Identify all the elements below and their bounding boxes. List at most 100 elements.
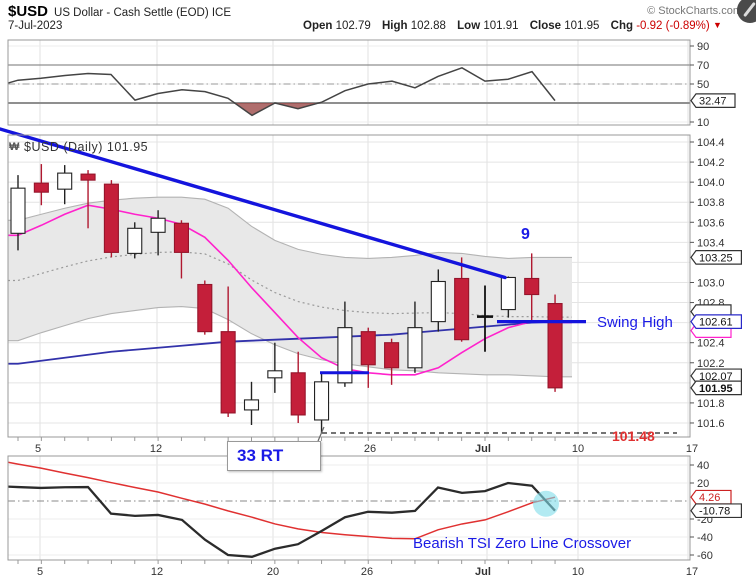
candle-down-body	[290, 372, 306, 416]
ytick-label: 20	[697, 478, 709, 490]
xtick-label: 10	[572, 566, 584, 578]
candle	[33, 164, 49, 206]
quote-row: 7-Jul-2023 Open 102.79 High 102.88 Low 1…	[8, 20, 748, 34]
candle-down-body	[33, 182, 49, 193]
xtick-label: 26	[361, 566, 373, 578]
chg-value: -0.92 (-0.89%)	[636, 20, 710, 32]
candle-down-body	[220, 331, 236, 414]
candle	[360, 327, 376, 388]
candle	[150, 210, 166, 256]
axis-value-tag-text: 101.95	[699, 383, 733, 395]
annotation-level-101-48: 101.48	[612, 428, 655, 444]
candle-down-body	[80, 173, 96, 181]
rsi-pane: 90 70 50 10 32.47	[7, 39, 736, 129]
candle	[80, 170, 96, 229]
tsi-signal-line	[7, 461, 556, 540]
xtick-label: Jul	[475, 566, 491, 578]
candle-up-body	[243, 399, 260, 411]
candle	[220, 286, 236, 417]
price-value-tag	[690, 314, 743, 329]
xtick-label: 17	[686, 443, 698, 455]
xtick-label: 12	[151, 566, 163, 578]
candle-up-body	[57, 172, 73, 190]
xtick-label: 12	[150, 443, 162, 455]
oscillator-value-tag	[690, 93, 736, 109]
candle-down-body	[454, 277, 470, 341]
axis-value-tag-text: -10.78	[699, 506, 730, 518]
axis-value-tag-text: 32.47	[699, 96, 727, 108]
candle-up-body	[10, 187, 26, 234]
candle	[524, 253, 540, 322]
bollinger-upper-line	[8, 196, 572, 259]
ytick-label: 103.8	[697, 197, 725, 209]
high-value: 102.88	[410, 20, 446, 32]
pane-border	[7, 455, 691, 561]
pane-border	[7, 134, 691, 438]
crossover-highlight-circle	[533, 490, 559, 517]
candle-up-body	[337, 327, 353, 384]
chart-style-icon: ₩	[9, 141, 20, 153]
xtick-label: 20	[267, 566, 279, 578]
bollinger-lower-line	[8, 306, 572, 378]
xtick-label: Jul	[475, 443, 491, 455]
annotation-tsi-crossover: Bearish TSI Zero Line Crossover	[413, 535, 632, 552]
bollinger-middle-dotted	[8, 251, 572, 318]
candle	[243, 381, 260, 425]
xtick-label: 26	[364, 443, 376, 455]
candle	[454, 257, 470, 342]
main-chart-label: $USD (Daily) 101.95	[24, 140, 149, 154]
axis-value-tag-text: 102.07	[699, 371, 733, 383]
candle-up-body	[500, 276, 516, 311]
ytick-label: 101.6	[697, 418, 725, 430]
candle	[477, 285, 493, 352]
copyright: © StockCharts.com	[647, 5, 742, 17]
ytick-label: -60	[697, 550, 713, 562]
xtick-label: 5	[37, 566, 43, 578]
downtrend-line	[0, 127, 507, 280]
ohlc-quote: Open 102.79 High 102.88 Low 101.91 Close…	[295, 20, 722, 32]
close-label: Close	[529, 20, 562, 32]
ytick-label: 104.2	[697, 157, 725, 169]
candle	[407, 301, 423, 373]
ytick-label: 10	[697, 117, 709, 129]
ytick-label: 50	[697, 79, 709, 91]
short-ema-line	[8, 204, 572, 376]
candle	[173, 220, 189, 279]
axis-value-tag-text: 103.25	[699, 252, 733, 264]
ytick-label: -40	[697, 532, 713, 544]
corner-badge-icon[interactable]	[737, 0, 756, 23]
candle	[290, 351, 306, 423]
oscillator-line	[7, 67, 556, 117]
candle	[10, 175, 26, 251]
symbol-description: US Dollar - Cash Settle (EOD) ICE	[54, 7, 232, 19]
candle-down-body	[197, 283, 213, 333]
candle-down-body	[547, 303, 563, 389]
ytick-label: 103.6	[697, 217, 725, 229]
price-value-tag	[690, 380, 743, 396]
low-value: 101.91	[483, 20, 519, 32]
candle-up-body	[127, 227, 143, 254]
candle	[384, 338, 400, 385]
ytick-label: 103.4	[697, 237, 725, 249]
candle	[313, 372, 330, 434]
high-label: High	[381, 20, 408, 32]
candle-down-body	[384, 342, 400, 369]
close-value: 101.95	[564, 20, 600, 32]
candle-up-body	[267, 370, 283, 379]
open-value: 102.79	[335, 20, 371, 32]
candle-up-body	[430, 280, 446, 323]
candle-down-body	[103, 183, 119, 253]
tsi-line	[7, 481, 556, 558]
candle-up-body	[150, 217, 166, 233]
xtick-label: 10	[572, 443, 584, 455]
ytick-label: 101.8	[697, 398, 725, 410]
candle	[127, 222, 143, 259]
candle-up-body	[313, 381, 330, 421]
header-row: $USD US Dollar - Cash Settle (EOD) ICE	[8, 3, 748, 20]
ytick-label: 102.2	[697, 358, 725, 370]
candle	[197, 280, 213, 335]
ytick-label: 90	[697, 41, 709, 53]
low-label: Low	[457, 20, 481, 32]
